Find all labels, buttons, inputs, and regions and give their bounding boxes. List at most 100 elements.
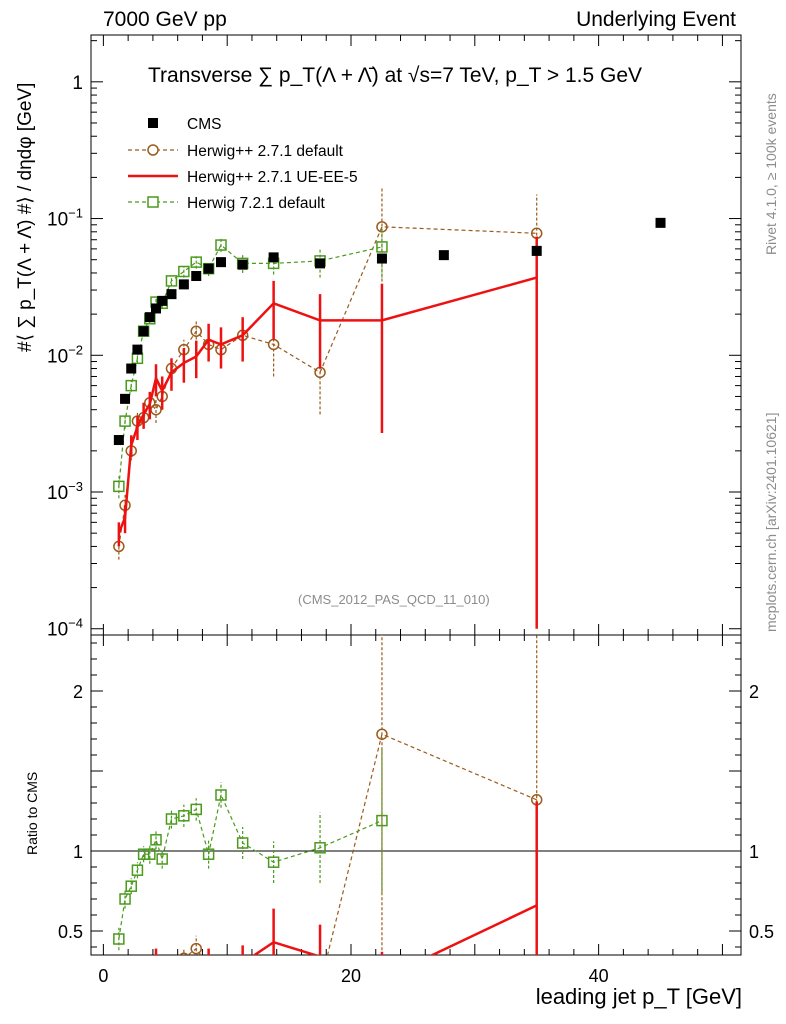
data-point (165, 275, 178, 287)
data-point (145, 968, 155, 978)
data-point (216, 969, 226, 979)
data-point (216, 257, 226, 268)
series-cms (113, 217, 666, 446)
legend-label: Herwig 7.2.1 default (187, 195, 326, 212)
series-line (118, 226, 537, 547)
data-point (179, 952, 189, 955)
data-point (120, 393, 131, 404)
x-axis-label: leading jet p_T [GeV] (535, 984, 742, 1009)
data-point (144, 848, 156, 860)
y-tick-label: 10−3 (47, 479, 83, 504)
data-point (190, 256, 202, 268)
data-point (144, 312, 155, 323)
y-tick-label: 10−4 (47, 616, 83, 641)
y-tick-label-right: 2 (749, 682, 759, 702)
data-point (113, 435, 124, 446)
data-point (166, 289, 177, 300)
data-point (120, 979, 130, 989)
series-herwig-2-7-1-ue-ee-5 (154, 801, 538, 955)
plot-title: Transverse ∑ p_T(Λ + Λ̄) at √s=7 TeV, p_… (148, 64, 643, 87)
y-tick-label: 0.5 (58, 922, 83, 942)
legend-marker (147, 196, 159, 208)
data-point (150, 834, 162, 846)
series-line (118, 244, 383, 487)
data-point (268, 252, 279, 263)
data-point (137, 848, 150, 860)
ratio-y-axis-label: Ratio to CMS (24, 771, 40, 855)
data-point (376, 728, 388, 740)
energy-label: 7000 GeV pp (103, 8, 227, 31)
data-point (315, 258, 326, 269)
data-point (119, 893, 131, 905)
series-line (187, 733, 537, 955)
data-point (178, 279, 189, 290)
series-herwig-2-7-1-ue-ee-5 (117, 236, 538, 629)
data-point (202, 848, 215, 860)
data-point (126, 966, 136, 976)
series-herwig-7-2-1-default (113, 226, 388, 499)
series-line (118, 793, 383, 940)
data-point (132, 344, 143, 355)
legend-label: Herwig++ 2.7.1 default (187, 143, 344, 160)
data-point (113, 480, 125, 493)
data-point (178, 810, 190, 822)
data-point (151, 977, 161, 987)
data-point (131, 864, 144, 876)
y-tick-exponent: −3 (68, 479, 83, 494)
data-point (269, 969, 279, 979)
data-point (125, 379, 137, 392)
legend-marker (148, 118, 158, 128)
data-point (655, 217, 666, 228)
data-point (156, 853, 168, 865)
y-tick-label: 1 (72, 73, 83, 94)
y-tick-label: 2 (73, 682, 83, 702)
data-point (190, 942, 202, 955)
y-tick-exponent: −1 (68, 206, 83, 221)
data-point (215, 239, 227, 251)
data-point (376, 814, 388, 827)
data-point (204, 961, 214, 971)
legend: CMS Herwig++ 2.7.1 default Herwig++ 2.7.1 … (128, 116, 358, 212)
data-point (438, 250, 449, 261)
main-y-axis-label: #⟨ ∑ p_T(Λ + Λ̄) #⟩ / dηdφ [GeV] (15, 82, 36, 352)
data-point (157, 974, 167, 984)
data-point (125, 880, 137, 892)
data-point (203, 263, 214, 274)
data-point (151, 303, 161, 314)
data-point (190, 325, 202, 337)
ratio-frame (90, 634, 742, 956)
data-point (191, 271, 202, 282)
series-herwig-2-7-1-default (114, 635, 543, 989)
data-point (126, 363, 137, 374)
y-tick-label-right: 1 (749, 842, 759, 862)
data-point (376, 253, 387, 264)
data-point (376, 241, 388, 253)
data-point (267, 856, 280, 868)
data-point (132, 958, 142, 968)
analysis-reference: (CMS_2012_PAS_QCD_11_010) (298, 592, 490, 607)
data-point (114, 979, 124, 989)
mcplots-label: mcplots.cern.ch [arXiv:2401.10621] (763, 412, 779, 632)
data-point (138, 326, 149, 337)
rivet-version-label: Rivet 4.1.0, ≥ 100k events (763, 93, 779, 255)
series-herwig-2-7-1-default (113, 188, 543, 560)
series-line (117, 276, 538, 534)
y-tick-exponent: −4 (68, 616, 83, 631)
process-label: Underlying Event (576, 8, 736, 31)
series-line (252, 904, 538, 955)
data-point (215, 789, 227, 801)
data-point (139, 969, 149, 979)
y-tick-label: 10−1 (47, 206, 83, 231)
y-tick-exponent: −2 (68, 342, 83, 357)
legend-marker (147, 144, 159, 156)
data-point (166, 960, 176, 970)
y-tick-label: 10−2 (47, 342, 83, 367)
ratio-panel: 0 20 40 0.5 0.5 1 1 2 2 (58, 634, 774, 989)
data-point (165, 813, 178, 825)
y-tick-label-right: 0.5 (749, 922, 774, 942)
legend-label: Herwig++ 2.7.1 UE-EE-5 (187, 169, 358, 186)
data-point (157, 295, 168, 306)
x-tick-label: 20 (341, 966, 361, 986)
series-herwig-7-2-1-default (113, 748, 388, 951)
